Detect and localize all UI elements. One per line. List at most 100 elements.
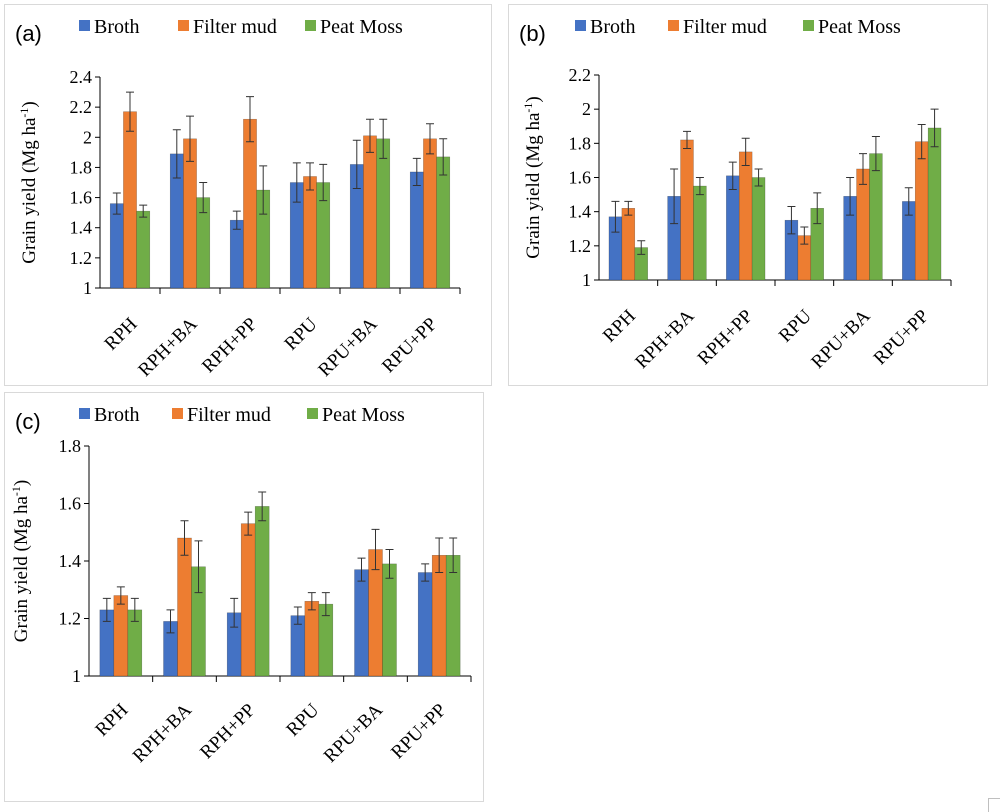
y-tick-label: 1.2 xyxy=(569,236,592,256)
error-bar-filter-mud-rpu-pp xyxy=(917,124,926,160)
legend-swatch-filter-mud xyxy=(668,20,679,31)
error-bar-broth-rpu-pp xyxy=(904,187,913,216)
x-tick-label: RPH+PP xyxy=(196,700,260,764)
chart-panel-b: (b) Broth Filter mud Peat Moss Grain yield (… xyxy=(508,4,988,386)
bar-peat-moss-rph-ba xyxy=(693,185,707,281)
error-bar-filter-mud-rpu xyxy=(306,162,314,191)
x-tick-label: RPH+PP xyxy=(198,314,262,378)
x-tick-label: RPU xyxy=(282,699,323,740)
legend-label-filter-mud: Filter mud xyxy=(193,16,277,38)
y-tick-label: 1.4 xyxy=(59,551,82,571)
chart-panel-c: (c) Broth Filter mud Peat Moss Grain yield (… xyxy=(4,392,484,802)
bar-filter-mud-rph-ba xyxy=(177,537,192,677)
error-bar-broth-rpu-ba xyxy=(352,139,361,190)
error-bar-peat-moss-rph xyxy=(139,204,148,218)
error-bar-broth-rph-ba xyxy=(166,609,175,634)
y-tick-label: 1 xyxy=(72,666,81,686)
y-tick-label: 1.6 xyxy=(59,494,82,514)
legend-swatch-peat-moss xyxy=(305,20,316,31)
bar-filter-mud-rpu-ba xyxy=(856,168,870,281)
panel-label: (b) xyxy=(519,21,546,46)
error-bar-peat-moss-rph-pp xyxy=(259,165,268,215)
error-bar-filter-mud-rph-pp xyxy=(244,511,253,536)
error-bar-peat-moss-rph-ba xyxy=(695,177,704,196)
y-axis-label: Grain yield (Mg ha-1) xyxy=(521,96,544,258)
error-bar-filter-mud-rph-ba xyxy=(186,115,194,162)
bar-peat-moss-rpu-ba xyxy=(376,138,391,289)
error-bar-filter-mud-rph xyxy=(126,91,134,132)
error-bar-broth-rph-ba xyxy=(670,168,679,225)
error-bar-broth-rph-ba xyxy=(172,129,181,179)
bar-filter-mud-rph-pp xyxy=(243,118,257,289)
bar-broth-rpu-ba xyxy=(354,569,369,677)
error-bar-peat-moss-rpu-ba xyxy=(871,136,880,172)
bar-filter-mud-rph-pp xyxy=(738,151,753,281)
chart-panel-a: (a) Broth Filter mud Peat Moss Grain yield (… xyxy=(4,4,492,386)
legend-swatch-peat-moss xyxy=(307,408,318,419)
bar-peat-moss-rph-pp xyxy=(254,506,270,677)
bar-filter-mud-rpu xyxy=(303,176,317,289)
x-tick-label: RPU+BA xyxy=(807,305,874,372)
bar-peat-moss-rph-pp xyxy=(751,177,766,281)
bar-chart-c: (c) Broth Filter mud Peat Moss Grain yield (… xyxy=(9,404,472,767)
bar-broth-rpu-pp xyxy=(417,572,433,677)
error-bar-filter-mud-rph-ba xyxy=(683,130,691,149)
corner-marker xyxy=(988,798,1000,812)
y-tick-label: 2.2 xyxy=(569,65,592,85)
error-bar-peat-moss-rpu-pp xyxy=(439,138,448,176)
y-tick-label: 1 xyxy=(582,270,591,290)
x-tick-label: RPH xyxy=(101,313,142,354)
x-tick-label: RPU+PP xyxy=(378,314,442,378)
error-bar-filter-mud-rpu-ba xyxy=(366,118,374,153)
bar-filter-mud-rpu-pp xyxy=(423,138,437,289)
y-tick-label: 1.4 xyxy=(70,218,93,238)
error-bar-filter-mud-rpu xyxy=(800,226,809,245)
panel-label: (c) xyxy=(15,409,41,434)
bar-broth-rph-pp xyxy=(726,175,740,281)
legend-swatch-filter-mud xyxy=(172,408,183,419)
bar-broth-rph-pp xyxy=(229,219,244,289)
bar-peat-moss-rpu-ba xyxy=(869,153,883,281)
error-bar-peat-moss-rph-pp xyxy=(754,168,763,187)
x-tick-label: RPU+PP xyxy=(870,306,934,370)
bar-broth-rpu-pp xyxy=(409,171,424,289)
panel-label: (a) xyxy=(15,21,42,46)
error-bar-broth-rph xyxy=(112,192,121,215)
bar-filter-mud-rpu-pp xyxy=(914,141,929,281)
error-bar-peat-moss-rpu-pp xyxy=(930,108,939,148)
error-bar-broth-rpu xyxy=(787,206,796,235)
error-bar-peat-moss-rph xyxy=(130,597,139,622)
error-bar-broth-rph xyxy=(102,597,111,622)
error-bar-filter-mud-rpu-ba xyxy=(371,528,380,571)
error-bar-filter-mud-rph-pp xyxy=(246,96,254,143)
bar-peat-moss-rpu-pp xyxy=(927,127,942,281)
error-bar-peat-moss-rpu xyxy=(321,592,330,617)
error-bar-broth-rpu-ba xyxy=(846,177,855,216)
error-bar-peat-moss-rph-ba xyxy=(199,182,208,214)
error-bar-peat-moss-rph-ba xyxy=(194,540,203,594)
y-tick-label: 1.4 xyxy=(569,202,592,222)
error-bar-broth-rpu-pp xyxy=(412,157,421,187)
legend-label-broth: Broth xyxy=(94,404,140,426)
error-bar-peat-moss-rpu-pp xyxy=(449,537,458,573)
legend-swatch-broth xyxy=(575,20,586,31)
legend-swatch-broth xyxy=(79,20,90,31)
x-tick-label: RPH+BA xyxy=(134,313,201,380)
y-tick-label: 2 xyxy=(83,127,92,147)
error-bar-broth-rpu-pp xyxy=(421,563,430,582)
bar-peat-moss-rpu-pp xyxy=(436,156,451,289)
y-tick-label: 1.8 xyxy=(70,157,93,177)
y-tick-label: 1.8 xyxy=(59,436,82,456)
x-tick-label: RPU xyxy=(281,313,322,354)
bar-filter-mud-rph xyxy=(113,595,129,677)
legend-swatch-peat-moss xyxy=(803,20,814,31)
bar-filter-mud-rpu-pp xyxy=(431,555,447,677)
x-tick-label: RPH+BA xyxy=(631,305,698,372)
error-bar-broth-rph-pp xyxy=(728,161,737,190)
error-bar-peat-moss-rpu xyxy=(813,192,822,225)
x-tick-label: RPH xyxy=(599,305,640,346)
bar-filter-mud-rpu-ba xyxy=(363,135,377,289)
error-bar-broth-rpu xyxy=(293,606,302,625)
bar-chart-b: (b) Broth Filter mud Peat Moss Grain yield (… xyxy=(519,16,952,373)
error-bar-peat-moss-rph-pp xyxy=(258,491,267,522)
